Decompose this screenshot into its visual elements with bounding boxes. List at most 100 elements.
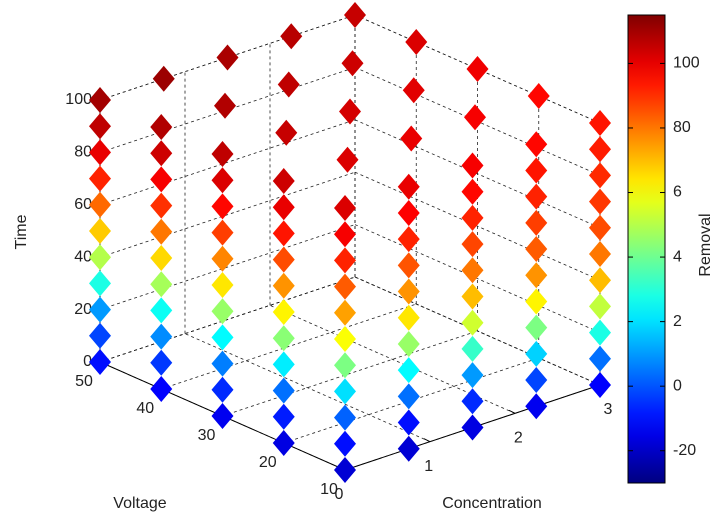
data-point [336, 146, 359, 173]
z-tick-label: 0 [83, 353, 92, 370]
data-point [589, 345, 611, 372]
data-point [525, 367, 548, 394]
data-point [214, 92, 236, 119]
data-point [397, 435, 420, 462]
data-point [589, 162, 611, 189]
data-point [211, 193, 234, 220]
data-point [589, 188, 611, 215]
data-point [525, 340, 548, 367]
colorbar-tick-label: 2 [673, 313, 682, 330]
data-point [280, 23, 303, 50]
data-point [277, 71, 300, 98]
data-point [461, 204, 484, 231]
grid-line [161, 303, 417, 390]
y-axis-title: Voltage [113, 495, 166, 512]
colorbar-tick-label: 80 [673, 119, 691, 136]
data-point [89, 218, 111, 244]
data-point [152, 65, 175, 92]
colorbar-tick-label: 100 [673, 55, 700, 72]
data-point [150, 166, 173, 193]
data-point [272, 168, 295, 194]
z-axis-title: Time [13, 214, 30, 249]
data-point [150, 271, 173, 298]
data-point [525, 262, 548, 289]
data-point [211, 245, 234, 272]
data-point [334, 430, 356, 457]
data-point [211, 272, 234, 298]
data-point [272, 403, 295, 430]
x-axis-title: Concentration [442, 495, 542, 512]
data-point [397, 199, 420, 226]
data-point [150, 245, 173, 271]
data-point [334, 195, 356, 221]
data-point [150, 140, 173, 167]
grid-line [222, 330, 478, 417]
data-point [150, 218, 173, 245]
data-point [341, 50, 364, 77]
data-point [272, 299, 295, 325]
colorbar-tick-label: 6 [673, 184, 682, 201]
data-point [89, 349, 111, 375]
data-point [397, 330, 420, 357]
data-point [525, 209, 548, 236]
colorbar-tick-label: 4 [673, 248, 682, 265]
data-point [525, 131, 548, 158]
data-point [402, 77, 425, 104]
data-point [334, 404, 356, 431]
data-point [150, 192, 173, 219]
data-point [397, 173, 420, 200]
data-point [150, 297, 173, 324]
colorbar-tick-label: 0 [673, 377, 682, 394]
data-point [405, 29, 428, 55]
x-tick-label: 2 [514, 430, 523, 447]
grid-line [354, 224, 601, 333]
data-point [397, 252, 420, 279]
data-point [461, 257, 484, 284]
grid-line [184, 333, 431, 443]
data-point [589, 214, 611, 241]
data-point [461, 152, 484, 179]
data-point [397, 357, 420, 384]
data-point [525, 183, 548, 210]
data-point [339, 98, 361, 125]
data-point [589, 267, 611, 294]
data-point [272, 246, 295, 273]
grid-line [99, 224, 356, 310]
data-point [150, 376, 173, 402]
data-point [334, 457, 356, 483]
y-tick-label: 40 [136, 400, 154, 417]
data-point [89, 322, 111, 349]
data-point [89, 191, 111, 218]
points [89, 2, 611, 483]
data-point [400, 125, 423, 152]
data-point [334, 273, 356, 300]
data-point [589, 241, 611, 267]
data-point [272, 325, 295, 352]
x-tick [423, 438, 431, 443]
data-point [211, 141, 234, 167]
data-point [272, 377, 295, 404]
data-point [334, 378, 356, 405]
data-point [589, 293, 611, 320]
z-tick-label: 60 [74, 196, 92, 213]
data-point [334, 326, 356, 352]
y-tick-label: 20 [259, 454, 277, 471]
data-point [525, 236, 548, 263]
data-point [466, 56, 489, 82]
data-point [397, 304, 420, 331]
data-point [89, 113, 111, 140]
data-point [272, 220, 295, 247]
data-point [89, 139, 111, 166]
data-point [334, 221, 356, 248]
data-point [525, 393, 548, 420]
data-point [461, 335, 484, 362]
data-point [150, 323, 173, 350]
grid-line [99, 119, 356, 206]
data-point [211, 167, 234, 194]
data-point [89, 165, 111, 192]
z-tick-label: 100 [65, 91, 92, 108]
data-point [211, 219, 234, 246]
data-point [397, 409, 420, 436]
data-point [89, 87, 111, 113]
